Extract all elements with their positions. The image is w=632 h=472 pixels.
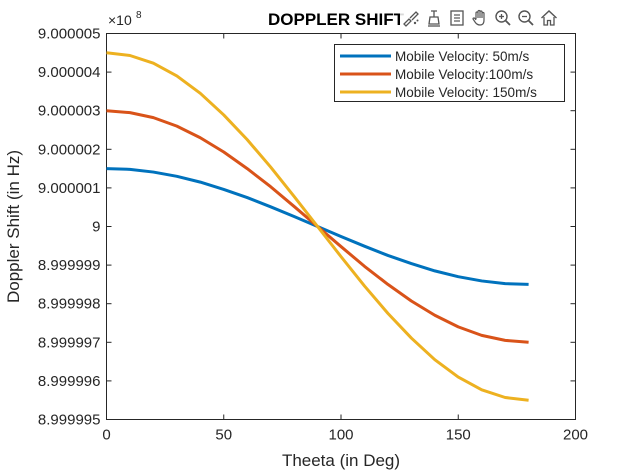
y-tick-label: 8.999995 [38, 412, 101, 429]
chart-title: DOPPLER SHIFT [268, 10, 405, 29]
legend-label-series-3: Mobile Velocity: 150m/s [395, 85, 537, 100]
pan-hand-icon [472, 9, 485, 26]
x-tick-label: 100 [328, 427, 353, 444]
y-exponent-base: ×10 [108, 12, 132, 28]
brush-icon [403, 11, 419, 27]
legend-button[interactable] [446, 7, 468, 29]
y-tick-label: 9.000003 [38, 103, 101, 120]
y-axis-label: Doppler Shift (in Hz) [4, 150, 23, 303]
x-tick-label: 150 [446, 427, 471, 444]
x-tick-label: 0 [102, 427, 110, 444]
zoom-out-icon [518, 10, 534, 26]
data-tips-icon [428, 10, 440, 27]
x-tick-label: 200 [563, 427, 588, 444]
axes-toolbar [400, 6, 560, 30]
x-tick-label: 50 [215, 427, 232, 444]
x-axis-label: Theeta (in Deg) [282, 451, 400, 470]
y-tick-label: 8.999997 [38, 334, 101, 351]
legend[interactable]: Mobile Velocity: 50m/s Mobile Velocity:1… [334, 44, 565, 102]
home-button[interactable] [538, 7, 560, 29]
y-exponent-power: 8 [136, 10, 142, 21]
home-icon [541, 10, 557, 26]
y-tick-label: 9.000001 [38, 180, 101, 197]
y-tick-label: 9.000005 [38, 26, 101, 43]
zoom-in-button[interactable] [492, 7, 514, 29]
legend-icon [450, 10, 464, 26]
pan-button[interactable] [469, 7, 491, 29]
ticks-layer: 0 50 100 150 200 8.999995 8.999996 8.999997 8.99… [38, 26, 588, 444]
series-line-3 [106, 51, 529, 402]
y-tick-label: 9.000004 [38, 64, 101, 81]
y-tick-label: 9.000002 [38, 141, 101, 158]
data-tips-button[interactable] [423, 7, 445, 29]
y-tick-label: 8.999998 [38, 296, 101, 313]
plot-lines [106, 51, 529, 402]
legend-label-series-1: Mobile Velocity: 50m/s [395, 49, 530, 64]
y-tick-label: 9 [92, 219, 100, 236]
zoom-out-button[interactable] [515, 7, 537, 29]
brush-button[interactable] [400, 7, 422, 29]
zoom-in-icon [495, 10, 511, 26]
y-tick-label: 8.999999 [38, 257, 101, 274]
y-tick-label: 8.999996 [38, 373, 101, 390]
legend-label-series-2: Mobile Velocity:100m/s [395, 67, 533, 82]
